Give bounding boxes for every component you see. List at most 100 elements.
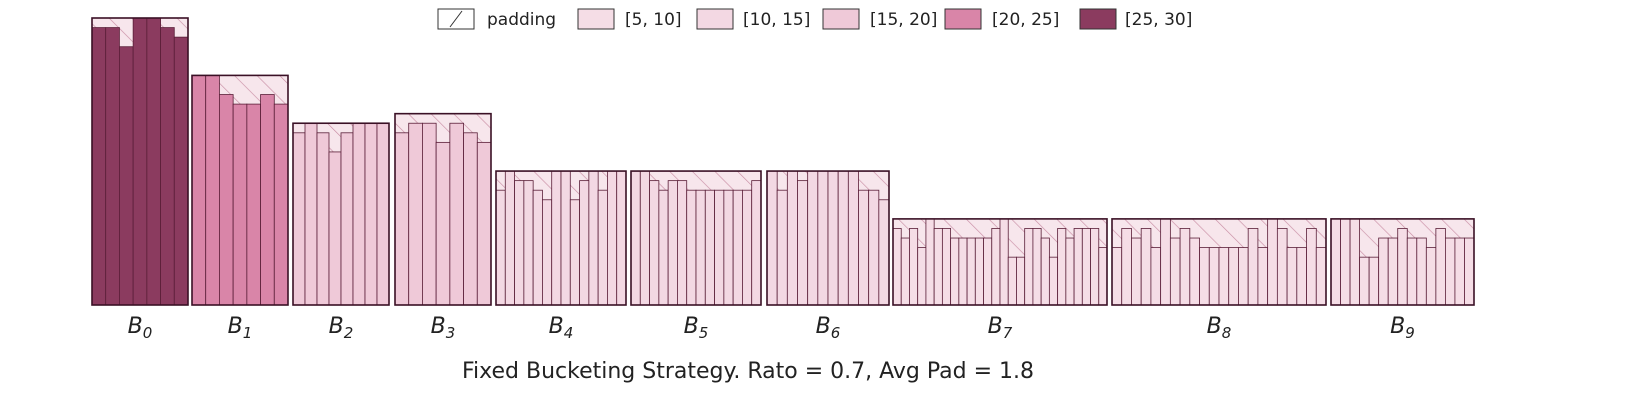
- bucket-frame: [1111, 218, 1327, 306]
- legend-entry-10-15: [10, 15]: [696, 8, 810, 30]
- bucket-label: B2: [329, 314, 354, 342]
- bucket-B9: B9: [1330, 218, 1475, 342]
- sequence-bar: [1032, 228, 1042, 306]
- sequence-bar: [91, 27, 107, 306]
- sequence-bar: [1397, 228, 1408, 306]
- sequence-bar: [1435, 228, 1446, 306]
- sequence-bar: [1218, 247, 1230, 306]
- sequence-bar: [714, 189, 725, 306]
- sequence-bar: [422, 122, 437, 306]
- sequence-bar: [463, 132, 478, 306]
- sequence-bar: [1454, 237, 1465, 306]
- sequence-bar: [1150, 247, 1162, 306]
- sequence-bar: [1359, 256, 1370, 306]
- bucket-label: B8: [1207, 314, 1232, 342]
- legend-swatch-10-15: [696, 8, 734, 30]
- sequence-bar: [1179, 228, 1191, 306]
- sequence-bar: [723, 189, 734, 306]
- sequence-bar: [827, 170, 839, 306]
- sequence-bar: [495, 189, 506, 306]
- sequence-bar: [514, 180, 525, 306]
- legend-label-20-25: [20, 25]: [992, 10, 1059, 30]
- sequence-bar: [776, 189, 788, 306]
- sequence-bar: [352, 122, 366, 306]
- sequence-bar: [1445, 237, 1456, 306]
- sequence-bar: [1315, 247, 1327, 306]
- sequence-bar: [246, 103, 261, 306]
- sequence-bar: [1007, 256, 1017, 306]
- sequence-bar: [1406, 237, 1418, 306]
- sequence-bar: [1238, 247, 1249, 306]
- sequence-bar: [742, 189, 753, 306]
- bucket-frame: [766, 170, 890, 306]
- sequence-bar: [504, 170, 515, 306]
- sequence-bar: [958, 237, 968, 306]
- sequence-bar: [941, 228, 952, 306]
- sequence-bar: [1016, 256, 1026, 306]
- bucket-label: B4: [549, 314, 574, 342]
- sequence-bar: [837, 170, 849, 306]
- sequence-bar: [917, 247, 927, 306]
- sequence-bar: [616, 170, 627, 306]
- bucket-B0: B0: [91, 17, 189, 342]
- legend-swatch-15-20: [822, 8, 860, 30]
- legend-label-25-30: [25, 30]: [1125, 10, 1192, 30]
- sequence-bar: [630, 170, 641, 306]
- sequence-bar: [1306, 228, 1317, 306]
- sequence-bar: [686, 189, 697, 306]
- sequence-bar: [1387, 237, 1399, 306]
- sequence-bar: [219, 94, 234, 306]
- sequence-bar: [909, 228, 919, 306]
- sequence-bar: [105, 27, 120, 306]
- sequence-bar: [1286, 247, 1298, 306]
- legend-swatch-25-30: [1079, 8, 1117, 30]
- sequence-bar: [132, 17, 148, 306]
- bucket-label: B6: [816, 314, 841, 342]
- sequence-bar: [260, 94, 275, 306]
- bucket-frame: [292, 122, 390, 306]
- bucket-label: B7: [988, 314, 1013, 342]
- sequence-bar: [1199, 247, 1210, 306]
- sequence-bar: [817, 170, 829, 306]
- sequence-bar: [232, 103, 248, 306]
- sequence-bar: [933, 228, 943, 306]
- sequence-bar: [695, 189, 706, 306]
- bucket-frame: [892, 218, 1108, 306]
- sequence-bar: [316, 132, 330, 306]
- sequence-bar: [639, 170, 650, 306]
- bucket-B2: B2: [292, 122, 390, 342]
- sequence-bar: [1208, 247, 1220, 306]
- sequence-bar: [1416, 237, 1427, 306]
- bucket-label: B5: [684, 314, 709, 342]
- sequence-bar: [328, 151, 342, 306]
- bucket-label: B0: [128, 314, 153, 342]
- sequence-bar: [532, 189, 543, 306]
- bucket-frame: [495, 170, 627, 306]
- sequence-bar: [1048, 256, 1059, 306]
- legend-entry-padding: padding: [437, 8, 556, 30]
- bucket-frame: [394, 112, 492, 306]
- bucket-B7: B7: [892, 218, 1108, 342]
- sequence-bar: [1189, 237, 1200, 306]
- sequence-bar: [191, 75, 207, 306]
- sequence-bar: [173, 36, 189, 306]
- bucket-B5: B5: [630, 170, 762, 342]
- sequence-bar: [376, 122, 390, 306]
- legend-entry-20-25: [20, 25]: [944, 8, 1059, 30]
- sequence-bar: [999, 218, 1009, 306]
- bucket-B6: B6: [766, 170, 890, 342]
- legend-label-5-10: [5, 10]: [625, 10, 682, 30]
- sequence-bar: [1425, 247, 1437, 306]
- sequence-bar: [667, 180, 678, 306]
- bucket-label: B1: [228, 314, 253, 342]
- sequence-bar: [1340, 218, 1351, 306]
- sequence-bar: [1349, 218, 1360, 306]
- sequence-bar: [868, 189, 880, 306]
- sequence-bar: [1090, 228, 1100, 306]
- sequence-bar: [435, 141, 451, 306]
- sequence-bar: [950, 237, 960, 306]
- sequence-bar: [588, 170, 599, 306]
- sequence-bar: [991, 228, 1001, 306]
- sequence-bar: [394, 132, 410, 306]
